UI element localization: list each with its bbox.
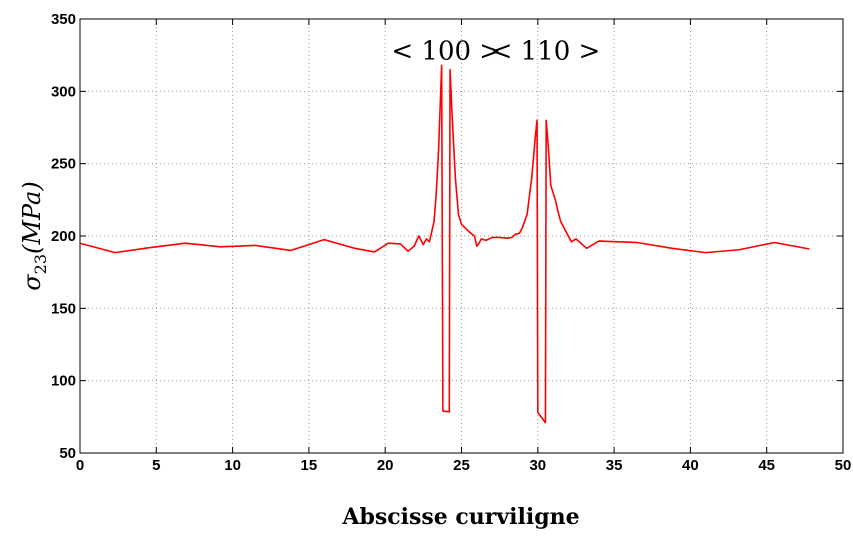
- annotation-label-1: < 100 >: [391, 37, 501, 67]
- y-tick-label: 100: [51, 373, 76, 390]
- data-layer: [79, 64, 810, 424]
- x-tick-label: 10: [224, 457, 241, 474]
- x-tick-label: 30: [529, 457, 546, 474]
- x-tick-label: 15: [301, 457, 318, 474]
- y-tick-label: 300: [51, 83, 76, 100]
- x-tick-label: 0: [76, 457, 84, 474]
- annotation-label-2: < 110 >: [491, 37, 601, 67]
- x-tick-label: 50: [835, 457, 852, 474]
- y-tick-label: 50: [59, 445, 76, 462]
- y-axis-title-subscript: 23: [31, 254, 50, 274]
- x-axis-title: Abscisse curviligne: [341, 504, 579, 530]
- annotations: < 100 >< 110 >: [391, 37, 600, 67]
- x-tick-label: 40: [682, 457, 699, 474]
- grid: [80, 19, 843, 453]
- y-tick-label: 250: [51, 156, 76, 173]
- y-axis-title-unit: (MPa): [18, 181, 46, 254]
- series-line-1: [79, 64, 810, 424]
- y-tick-label: 350: [51, 11, 76, 28]
- y-tick-label: 150: [51, 300, 76, 317]
- x-tick-label: 25: [453, 457, 470, 474]
- x-tick-label: 5: [152, 457, 160, 474]
- y-tick-label: 200: [51, 228, 76, 245]
- x-tick-label: 35: [606, 457, 623, 474]
- y-axis-title-symbol: σ: [18, 274, 46, 291]
- y-axis-title: σ23(MPa): [18, 181, 50, 290]
- ticks: 0 5 10 15 20 25 30 35 40 45 50 50 100 150 200 250 300 350: [51, 11, 851, 474]
- x-tick-label: 20: [377, 457, 394, 474]
- x-tick-label: 45: [758, 457, 775, 474]
